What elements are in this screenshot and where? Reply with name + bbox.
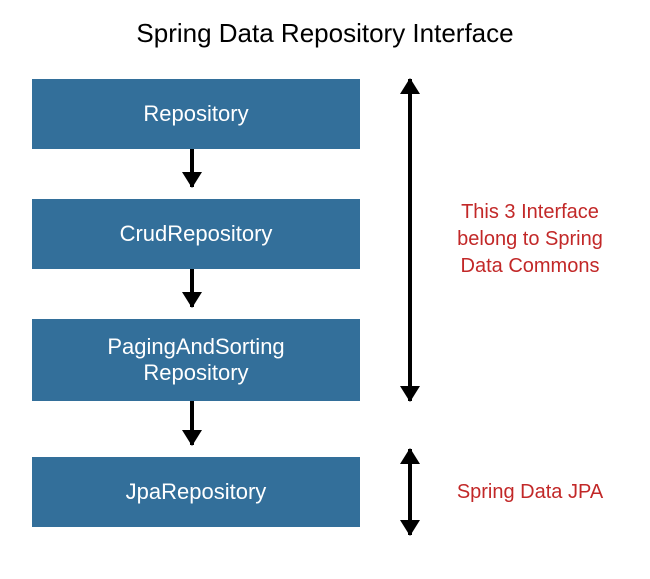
range-bar-commons — [408, 79, 412, 401]
annotation-commons: This 3 Interfacebelong to SpringData Com… — [440, 199, 620, 280]
range-bar-jpa — [408, 449, 412, 535]
box-repository: Repository — [32, 79, 360, 149]
box-paging-sorting-repository: PagingAndSortingRepository — [32, 319, 360, 401]
page-title: Spring Data Repository Interface — [0, 0, 650, 59]
arrow-repository-to-crud — [190, 149, 194, 187]
arrow-crud-to-paging — [190, 269, 194, 307]
arrow-paging-to-jpa — [190, 401, 194, 445]
hierarchy-diagram: Repository CrudRepository PagingAndSorti… — [0, 59, 650, 579]
box-crud-repository: CrudRepository — [32, 199, 360, 269]
annotation-jpa: Spring Data JPA — [440, 479, 620, 506]
box-jpa-repository: JpaRepository — [32, 457, 360, 527]
